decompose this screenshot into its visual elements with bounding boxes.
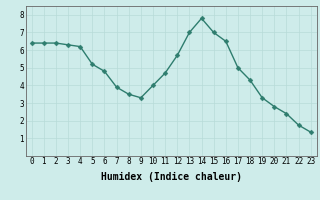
X-axis label: Humidex (Indice chaleur): Humidex (Indice chaleur) [101, 172, 242, 182]
